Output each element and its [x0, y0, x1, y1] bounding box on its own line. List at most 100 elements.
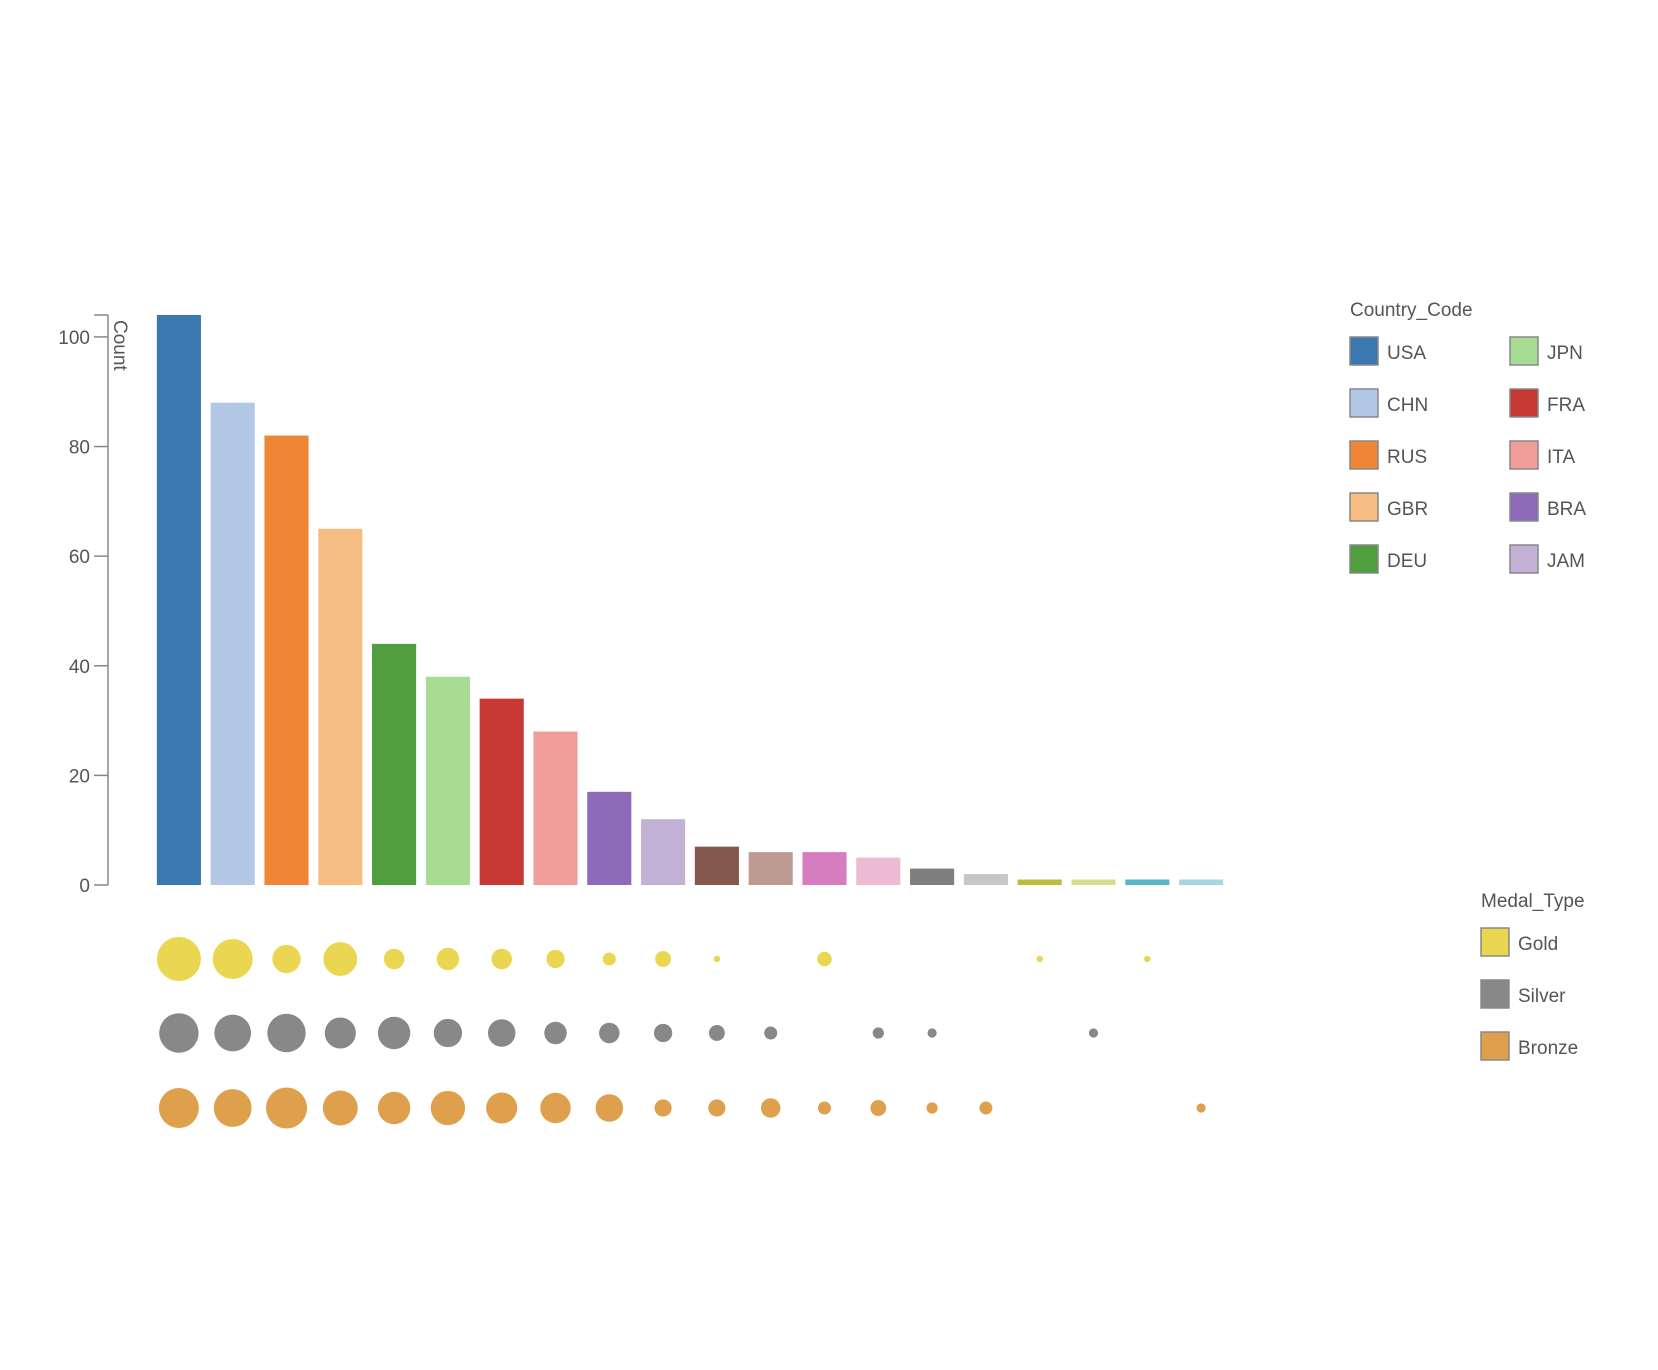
bubble-bronze-jpn — [430, 1090, 466, 1126]
bubble-silver-jam — [653, 1023, 673, 1043]
bubble-bronze-chn — [213, 1089, 252, 1127]
medal-bubbles — [156, 937, 1206, 1129]
bubble-silver-c18 — [1088, 1028, 1099, 1038]
legend-label-ita: ITA — [1547, 447, 1575, 468]
bubble-bronze-gbr — [322, 1090, 358, 1126]
bubble-silver-jpn — [433, 1018, 463, 1048]
bar-bra — [587, 791, 632, 885]
bubble-bronze-c11 — [708, 1099, 726, 1117]
legend-swatch-gbr — [1349, 492, 1379, 522]
bar-c20 — [1179, 879, 1224, 885]
legend-label-rus: RUS — [1387, 447, 1427, 468]
bar-rus — [264, 435, 309, 885]
bubble-bronze-rus — [265, 1087, 308, 1129]
bar-jpn — [425, 676, 470, 885]
bar-usa — [156, 315, 201, 885]
bubble-silver-gbr — [324, 1017, 356, 1049]
y-tick-label: 40 — [69, 657, 90, 678]
y-tick-label: 0 — [79, 876, 90, 897]
legend-swatch-fra — [1509, 388, 1539, 418]
bubble-bronze-jam — [654, 1099, 672, 1117]
legend-label-gold: Gold — [1518, 934, 1558, 955]
bar-chn — [210, 402, 255, 885]
legend-swatch-gold — [1480, 927, 1510, 957]
y-tick-label: 80 — [69, 438, 90, 459]
legend-swatch-deu — [1349, 544, 1379, 574]
bubble-silver-usa — [159, 1013, 199, 1053]
legend-label-bronze: Bronze — [1518, 1038, 1578, 1059]
bar-gbr — [318, 528, 363, 885]
bubble-gold-c13 — [817, 951, 832, 967]
country-legend-title: Country_Code — [1350, 300, 1473, 321]
legend-label-jam: JAM — [1547, 551, 1585, 572]
bubble-gold-ita — [546, 949, 565, 969]
bubble-bronze-c14 — [870, 1100, 887, 1116]
bubble-bronze-bra — [595, 1094, 624, 1122]
bubble-silver-fra — [487, 1019, 516, 1047]
bar-c19 — [1125, 879, 1170, 885]
legend-swatch-bra — [1509, 492, 1539, 522]
bar-deu — [372, 643, 417, 885]
bar-c11 — [694, 846, 739, 885]
legend-swatch-silver — [1480, 979, 1510, 1009]
medal-legend: Medal_Type Gold Silver Bronze — [1480, 891, 1585, 1061]
bubble-gold-usa — [156, 937, 201, 981]
bubble-gold-jpn — [436, 947, 460, 971]
legend-label-usa: USA — [1387, 343, 1426, 364]
legend-swatch-bronze — [1480, 1031, 1510, 1061]
bar-c16 — [963, 874, 1008, 885]
bubble-silver-chn — [214, 1014, 252, 1052]
bar-c14 — [856, 857, 901, 885]
legend-swatch-jam — [1509, 544, 1539, 574]
bar-c12 — [748, 852, 793, 885]
legend-label-bra: BRA — [1547, 499, 1586, 520]
bubble-bronze-fra — [486, 1092, 518, 1124]
y-tick-label: 60 — [69, 547, 90, 568]
legend-swatch-rus — [1349, 440, 1379, 470]
bubble-gold-gbr — [323, 942, 358, 976]
legend-label-jpn: JPN — [1547, 343, 1583, 364]
medal-legend-title: Medal_Type — [1481, 891, 1585, 912]
legend-label-deu: DEU — [1387, 551, 1427, 572]
bar-c17 — [1017, 879, 1062, 885]
bar-c15 — [910, 868, 955, 885]
legend-label-silver: Silver — [1518, 986, 1566, 1007]
bubble-bronze-c13 — [818, 1101, 831, 1115]
bubble-gold-c17 — [1036, 955, 1043, 963]
bubble-gold-c19 — [1144, 955, 1151, 963]
bubble-silver-deu — [377, 1016, 411, 1050]
bubble-gold-deu — [383, 948, 405, 970]
bubble-bronze-c15 — [926, 1102, 938, 1114]
bubble-bronze-deu — [377, 1091, 411, 1125]
bubble-silver-c11 — [708, 1025, 725, 1041]
bubble-bronze-ita — [540, 1092, 571, 1124]
y-axis: 0 20 40 60 80 100 — [58, 314, 109, 897]
bubble-silver-c14 — [872, 1027, 884, 1039]
legend-label-gbr: GBR — [1387, 499, 1428, 520]
bubble-bronze-c16 — [979, 1101, 993, 1115]
bubble-gold-c11 — [713, 955, 721, 963]
bubble-gold-chn — [212, 939, 253, 979]
y-tick-label: 100 — [58, 328, 90, 349]
legend-swatch-usa — [1349, 336, 1379, 366]
bubble-bronze-c20 — [1196, 1103, 1206, 1113]
bubble-silver-c12 — [764, 1026, 778, 1040]
legend-label-chn: CHN — [1387, 395, 1428, 416]
bubble-bronze-usa — [158, 1088, 199, 1128]
bubble-bronze-c12 — [760, 1098, 781, 1118]
legend-swatch-chn — [1349, 388, 1379, 418]
bubble-silver-rus — [267, 1013, 306, 1053]
bars — [156, 315, 1224, 885]
bubble-silver-bra — [599, 1022, 620, 1044]
bubble-silver-ita — [544, 1021, 567, 1045]
bar-jam — [641, 819, 686, 885]
y-tick-label: 20 — [69, 766, 90, 787]
country-legend: Country_Code USA CHN RUS GBR DEU JPN FRA ITA BRA… — [1349, 300, 1586, 574]
bar-fra — [479, 698, 524, 885]
bubble-gold-jam — [655, 951, 672, 967]
bubble-gold-rus — [272, 944, 301, 974]
bubble-silver-c15 — [927, 1028, 937, 1038]
bubble-gold-bra — [602, 952, 616, 966]
bar-c13 — [802, 852, 847, 885]
